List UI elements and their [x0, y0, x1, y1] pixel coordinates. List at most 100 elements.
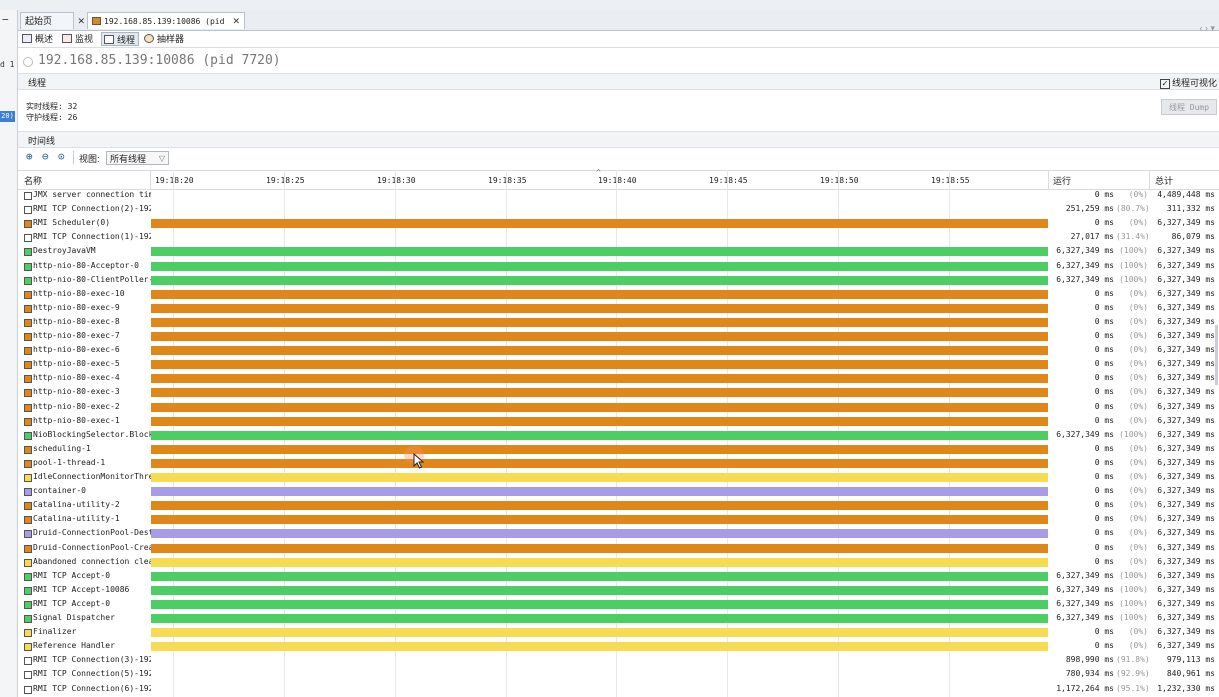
- left-panel-selected-item[interactable]: 20): [0, 111, 15, 122]
- thread-row[interactable]: DestroyJavaVM 6,327,349 ms (100%) 6,327,349…: [18, 245, 1219, 259]
- thread-row[interactable]: pool-1-thread-1 0 ms (0%) 6,327,349 ms: [18, 457, 1219, 471]
- thread-row[interactable]: RMI TCP Connection(1)-192.168.85.1 27,017…: [18, 231, 1219, 245]
- thread-row[interactable]: http-nio-80-exec-5 0 ms (0%) 6,327,349 ms: [18, 358, 1219, 372]
- thread-total-time: 6,327,349 ms: [1157, 415, 1215, 425]
- thread-row[interactable]: RMI TCP Connection(6)-192.168.85.1 1,172,…: [18, 683, 1219, 697]
- thread-name: RMI Scheduler(0): [33, 218, 111, 228]
- thread-row[interactable]: http-nio-80-exec-4 0 ms (0%) 6,327,349 ms: [18, 372, 1219, 386]
- tab-navigation-icon[interactable]: ‹ › ▾: [1199, 23, 1215, 33]
- thread-row[interactable]: Catalina-utility-2 0 ms (0%) 6,327,349 ms: [18, 499, 1219, 513]
- thread-running-time: 0 ms: [1094, 345, 1114, 355]
- thread-row[interactable]: http-nio-80-exec-2 0 ms (0%) 6,327,349 ms: [18, 401, 1219, 415]
- subtab-monitor[interactable]: 监视: [60, 32, 100, 46]
- thread-state-swatch: [24, 685, 32, 694]
- thread-state-bar: [151, 444, 1048, 454]
- thread-state-bar: [151, 219, 1048, 229]
- scrollbar-thumb[interactable]: [1215, 325, 1218, 385]
- subtab-threads[interactable]: 线程: [101, 32, 139, 46]
- subtab-overview[interactable]: 概述: [20, 32, 58, 46]
- thread-state-swatch: [24, 445, 32, 454]
- thread-row[interactable]: RMI TCP Accept-0 6,327,349 ms (100%) 6,327,…: [18, 570, 1219, 584]
- time-tick: 19:18:40: [598, 176, 637, 185]
- thread-running-time: 0 ms: [1094, 542, 1114, 552]
- name-column-header[interactable]: 名称: [24, 176, 43, 186]
- thread-row[interactable]: RMI TCP Connection(3)-192.168.85.1 898,99…: [18, 654, 1219, 668]
- thread-state-swatch: [24, 192, 32, 200]
- thread-state-swatch: [24, 629, 32, 638]
- thread-running-time: 6,327,349 ms: [1056, 246, 1114, 256]
- close-icon[interactable]: ✕: [77, 16, 85, 26]
- thread-row[interactable]: RMI TCP Connection(2)-192.168.85.1 251,25…: [18, 203, 1219, 217]
- subtab-sampler[interactable]: 抽样器: [142, 32, 190, 46]
- thread-row[interactable]: Finalizer 0 ms (0%) 6,327,349 ms: [18, 626, 1219, 640]
- thread-state-swatch: [24, 530, 32, 539]
- thread-state-swatch: [24, 248, 32, 257]
- thread-running-percent: (0%): [1128, 556, 1148, 566]
- thread-dump-button[interactable]: 线程 Dump: [1161, 99, 1217, 115]
- thread-row[interactable]: Reference Handler 0 ms (0%) 6,327,349 ms: [18, 640, 1219, 654]
- thread-row[interactable]: Catalina-utility-1 0 ms (0%) 6,327,349 ms: [18, 513, 1219, 527]
- thread-row[interactable]: RMI Scheduler(0) 0 ms (0%) 6,327,349 ms: [18, 217, 1219, 231]
- thread-row[interactable]: RMI TCP Connection(5)-192.168.85.1 780,93…: [18, 668, 1219, 682]
- thread-name: Catalina-utility-2: [33, 500, 120, 510]
- thread-row[interactable]: http-nio-80-exec-1 0 ms (0%) 6,327,349 ms: [18, 415, 1219, 429]
- zoom-out-icon[interactable]: ⊖: [42, 150, 49, 163]
- thread-running-time: 0 ms: [1094, 556, 1114, 566]
- tab-start-page[interactable]: 起始页 ✕: [20, 12, 85, 29]
- thread-state-bar: [151, 416, 1048, 426]
- thread-running-time: 1,172,264 ms: [1056, 683, 1114, 693]
- thread-row[interactable]: http-nio-80-exec-6 0 ms (0%) 6,327,349 ms: [18, 344, 1219, 358]
- running-column-header[interactable]: 运行: [1053, 176, 1072, 186]
- thread-row[interactable]: http-nio-80-exec-8 0 ms (0%) 6,327,349 ms: [18, 316, 1219, 330]
- thread-row[interactable]: JMX server connection timeout 0 ms (0%) 4,4…: [18, 189, 1219, 203]
- sampler-icon: [144, 34, 154, 43]
- thread-name: RMI TCP Accept-0: [33, 598, 111, 608]
- collapse-icon[interactable]: −: [2, 13, 9, 26]
- thread-name: Druid-ConnectionPool-Destroy: [33, 528, 151, 538]
- time-tick: 19:18:35: [488, 176, 527, 185]
- thread-row[interactable]: Abandoned connection cleanup 0 ms (0%) 6,32…: [18, 556, 1219, 570]
- close-icon[interactable]: ✕: [232, 16, 240, 26]
- thread-state-swatch: [24, 558, 32, 567]
- thread-row[interactable]: http-nio-80-exec-10 0 ms (0%) 6,327,349 ms: [18, 288, 1219, 302]
- subtab-label: 监视: [75, 34, 94, 44]
- thread-total-time: 979,113 ms: [1166, 655, 1215, 665]
- thread-total-time: 6,327,349 ms: [1157, 302, 1215, 312]
- thread-row[interactable]: NioBlockingSelector.BlockPoller-1 6,327,3…: [18, 429, 1219, 443]
- thread-state-bar: [151, 374, 1048, 384]
- total-column-header[interactable]: 总计: [1155, 176, 1174, 186]
- zoom-in-icon[interactable]: ⊕: [26, 150, 33, 163]
- thread-total-time: 6,327,349 ms: [1157, 218, 1215, 228]
- thread-row[interactable]: container-0 0 ms (0%) 6,327,349 ms: [18, 485, 1219, 499]
- thread-total-time: 6,327,349 ms: [1157, 542, 1215, 552]
- view-select[interactable]: 所有线程 ▽: [106, 151, 169, 165]
- thread-row[interactable]: http-nio-80-exec-7 0 ms (0%) 6,327,349 ms: [18, 330, 1219, 344]
- thread-name: RMI TCP Connection(5)-192.168.85.1: [33, 669, 151, 679]
- tab-label: 起始页: [25, 16, 53, 26]
- thread-row[interactable]: IdleConnectionMonitorThread 0 ms (0%) 6,327…: [18, 471, 1219, 485]
- thread-row[interactable]: http-nio-80-exec-9 0 ms (0%) 6,327,349 ms: [18, 302, 1219, 316]
- thread-row[interactable]: RMI TCP Accept-10086 6,327,349 ms (100%) 6,…: [18, 584, 1219, 598]
- thread-row[interactable]: Druid-ConnectionPool-Create 0 ms (0%) 6,327…: [18, 542, 1219, 556]
- thread-name: Finalizer: [33, 627, 77, 637]
- time-tick: 19:18:25: [266, 176, 305, 185]
- thread-running-percent: (0%): [1128, 345, 1148, 355]
- thread-running-percent: (0%): [1128, 415, 1148, 425]
- thread-row[interactable]: http-nio-80-ClientPoller-0 6,327,349 ms (1…: [18, 274, 1219, 288]
- section-title: 时间线: [28, 136, 56, 146]
- thread-running-percent: (100%): [1119, 260, 1148, 270]
- thread-state-swatch: [24, 220, 32, 229]
- scroll-up-icon[interactable]: ^: [596, 168, 601, 177]
- thread-row[interactable]: Signal Dispatcher 6,327,349 ms (100%) 6,327…: [18, 612, 1219, 626]
- thread-row[interactable]: http-nio-80-exec-3 0 ms (0%) 6,327,349 ms: [18, 386, 1219, 400]
- zoom-fit-icon[interactable]: ⊙: [58, 150, 65, 163]
- thread-name: http-nio-80-ClientPoller-0: [33, 274, 151, 284]
- tab-process[interactable]: 192.168.85.139:10086 (pid 7720) ✕: [87, 12, 245, 43]
- thread-row[interactable]: http-nio-80-Acceptor-0 6,327,349 ms (100%)…: [18, 260, 1219, 274]
- threads-visualization-checkbox[interactable]: ✓ 线程可视化: [1159, 76, 1217, 89]
- thread-name: http-nio-80-exec-8: [33, 316, 120, 326]
- thread-row[interactable]: Druid-ConnectionPool-Destroy 0 ms (0%) 6,32…: [18, 527, 1219, 541]
- thread-row[interactable]: scheduling-1 0 ms (0%) 6,327,349 ms: [18, 443, 1219, 457]
- thread-row[interactable]: RMI TCP Accept-0 6,327,349 ms (100%) 6,327,…: [18, 598, 1219, 612]
- monitor-chart-icon: [62, 34, 72, 43]
